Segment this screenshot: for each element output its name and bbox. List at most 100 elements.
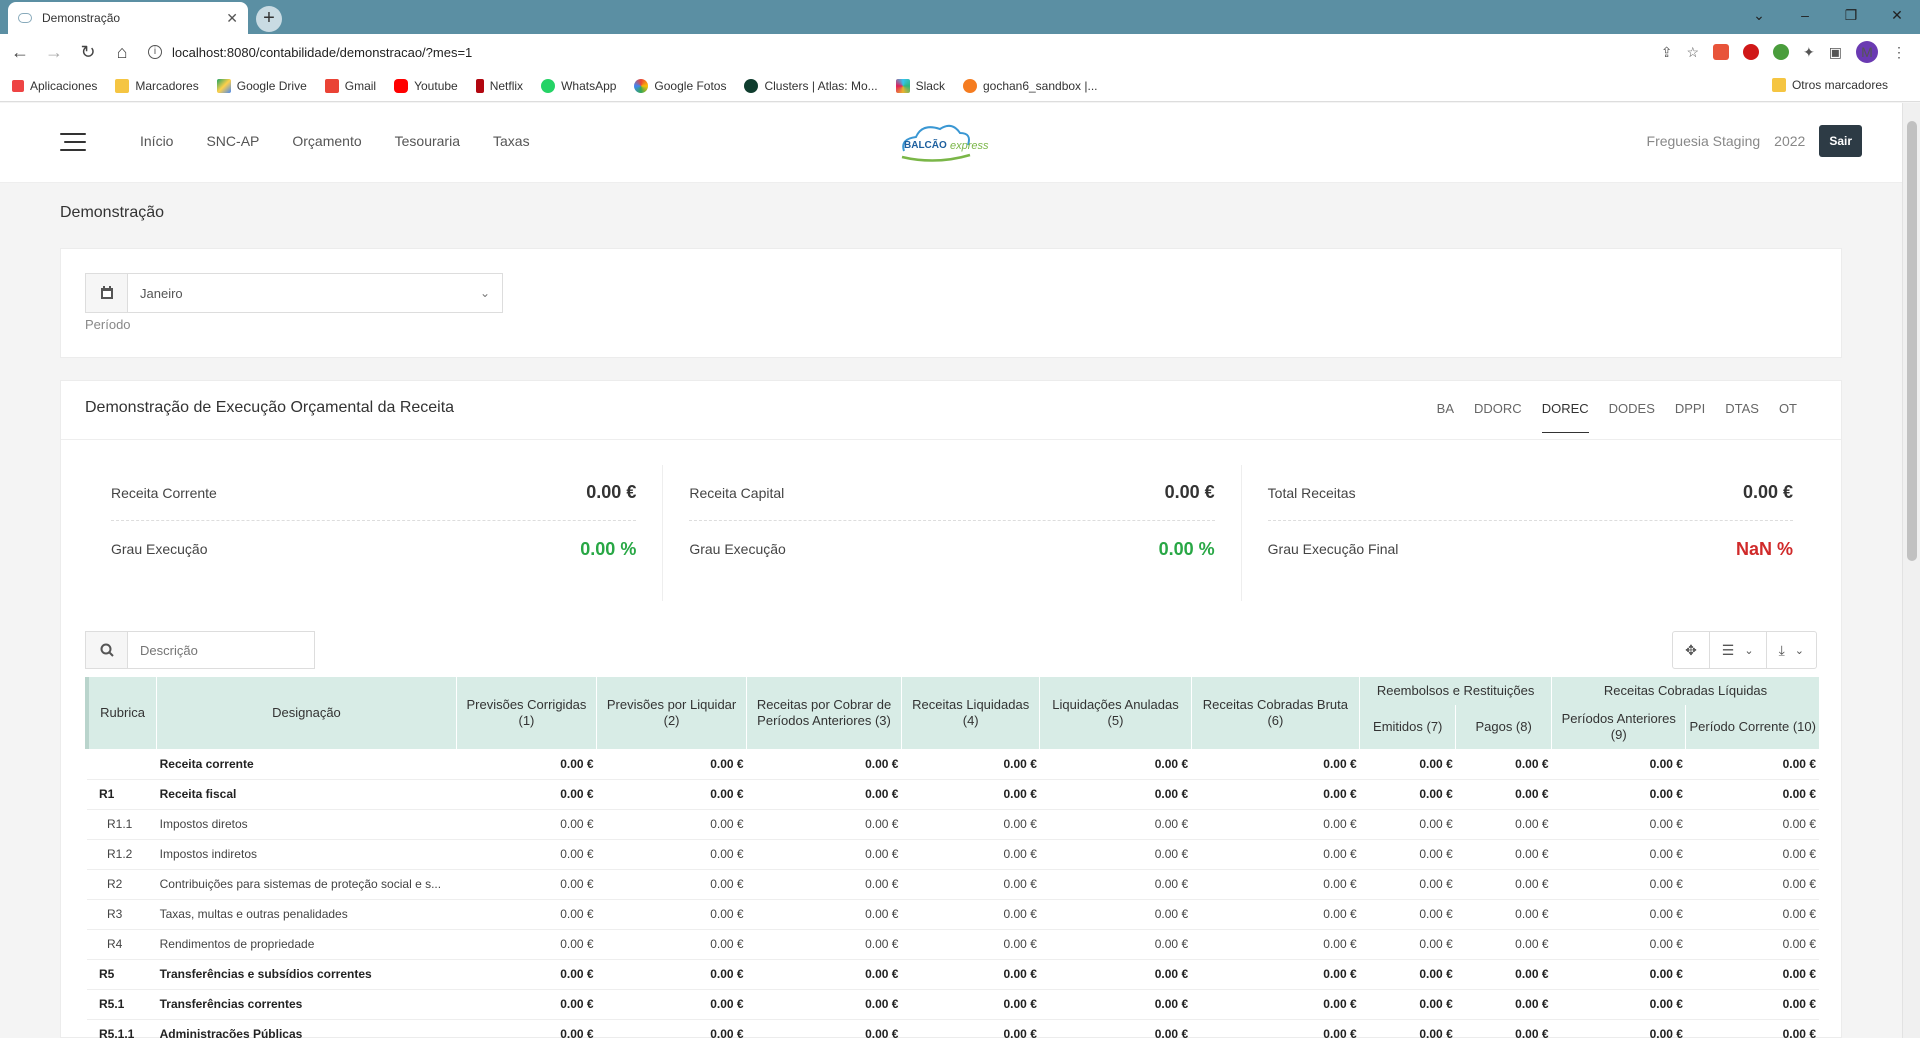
tab-ba[interactable]: BA — [1436, 401, 1455, 416]
minimize-button[interactable]: – — [1801, 7, 1809, 23]
tab-ot[interactable]: OT — [1778, 401, 1797, 416]
col-rubrica[interactable]: Rubrica — [85, 677, 157, 749]
address-bar[interactable]: i localhost:8080/contabilidade/demonstra… — [148, 45, 472, 60]
col-periodos-anteriores[interactable]: Períodos Anteriores (9) — [1551, 705, 1686, 749]
cell-rubrica: R5.1.1 — [87, 1019, 157, 1038]
cell-value: 0.00 € — [1191, 779, 1360, 810]
table-row[interactable]: R5 Transferências e subsídios correntes 0.… — [87, 959, 1819, 990]
page-scrollbar[interactable] — [1902, 103, 1920, 1038]
cell-value: 0.00 € — [1685, 839, 1819, 870]
stat-label: Grau Execução — [111, 541, 208, 557]
bookmark-sandbox[interactable]: gochan6_sandbox |... — [962, 78, 1098, 93]
tab-dodes[interactable]: DODES — [1608, 401, 1655, 416]
col-pagos[interactable]: Pagos (8) — [1455, 705, 1552, 749]
table-row[interactable]: R4 Rendimentos de propriedade 0.00 €0.00 €… — [87, 929, 1819, 960]
tab-search-icon[interactable]: ⌄ — [1753, 7, 1765, 23]
fiscal-year[interactable]: 2022 — [1774, 133, 1806, 149]
reload-icon[interactable]: ↻ — [80, 41, 96, 62]
col-previsoes-liquidar[interactable]: Previsões por Liquidar (2) — [596, 677, 747, 749]
tab-dtas[interactable]: DTAS — [1725, 401, 1759, 416]
forward-icon[interactable]: → — [45, 41, 63, 62]
bookmark-youtube[interactable]: Youtube — [394, 78, 458, 93]
extension-gear-icon[interactable] — [1773, 44, 1790, 60]
menu-orcamento[interactable]: Orçamento — [292, 133, 362, 149]
entity-name[interactable]: Freguesia Staging — [1646, 133, 1761, 149]
new-tab-button[interactable]: + — [256, 6, 282, 32]
side-panel-icon[interactable]: ▣ — [1828, 43, 1842, 60]
col-previsoes-corrigidas[interactable]: Previsões Corrigidas (1) — [455, 677, 597, 749]
table-row[interactable]: R1.2 Impostos indiretos 0.00 €0.00 €0.00 €… — [87, 839, 1819, 870]
close-window-button[interactable]: ✕ — [1891, 7, 1903, 23]
table-row[interactable]: R1 Receita fiscal 0.00 €0.00 €0.00 €0.00 €… — [87, 779, 1819, 810]
cell-value: 0.00 € — [746, 779, 902, 810]
scrollbar-thumb[interactable] — [1907, 121, 1917, 561]
report-table-wrapper[interactable]: Rubrica Designação Previsões Corrigidas … — [85, 677, 1819, 1038]
period-select[interactable]: Janeiro ⌄ — [85, 273, 503, 313]
menu-snc-ap[interactable]: SNC-AP — [206, 133, 260, 149]
drive-icon — [216, 78, 231, 93]
bookmark-google-fotos[interactable]: Google Fotos — [634, 78, 726, 93]
col-emitidos[interactable]: Emitidos (7) — [1359, 705, 1456, 749]
close-tab-icon[interactable]: ✕ — [226, 9, 238, 26]
table-row[interactable]: Receita corrente 0.00 €0.00 €0.00 €0.00 €… — [87, 749, 1819, 780]
hamburger-menu-icon[interactable] — [60, 133, 86, 157]
bookmark-star-icon[interactable]: ☆ — [1686, 43, 1700, 60]
bookmark-gmail[interactable]: Gmail — [324, 78, 376, 93]
cell-value: 0.00 € — [746, 929, 902, 960]
extension-percent-icon[interactable] — [1713, 44, 1730, 60]
table-row[interactable]: R1.1 Impostos diretos 0.00 €0.00 €0.00 €0.… — [87, 809, 1819, 840]
balcao-express-logo[interactable]: BALCÃO express — [896, 121, 1016, 167]
cell-value: 0.00 € — [901, 869, 1040, 900]
report-card: Demonstração de Execução Orçamental da R… — [60, 380, 1842, 1038]
logout-button[interactable]: Sair — [1819, 125, 1862, 157]
col-liquidacoes-anuladas[interactable]: Liquidações Anuladas (5) — [1039, 677, 1192, 749]
search-input[interactable] — [140, 642, 300, 658]
site-info-icon[interactable]: i — [148, 45, 162, 59]
bookmark-slack[interactable]: Slack — [895, 78, 945, 93]
col-periodo-corrente[interactable]: Período Corrente (10) — [1685, 705, 1819, 749]
bookmark-netflix[interactable]: Netflix — [475, 78, 523, 93]
stat-percent: 0.00 % — [580, 538, 637, 559]
back-icon[interactable]: ← — [11, 41, 29, 62]
youtube-icon — [394, 78, 409, 93]
profile-avatar[interactable]: M — [1856, 41, 1878, 63]
table-row[interactable]: R5.1 Transferências correntes 0.00 €0.00 €… — [87, 989, 1819, 1020]
browser-tab[interactable]: Demonstração ✕ — [8, 2, 248, 34]
columns-toggle-button[interactable]: ☰ ⌄ — [1710, 632, 1767, 668]
bookmark-atlas[interactable]: Clusters | Atlas: Mo... — [744, 78, 878, 93]
bookmark-apps[interactable]: Aplicaciones — [12, 79, 97, 93]
tab-dppi[interactable]: DPPI — [1674, 401, 1706, 416]
col-receitas-cobradas-bruta[interactable]: Receitas Cobradas Bruta (6) — [1190, 677, 1360, 749]
col-designacao[interactable]: Designação — [156, 677, 457, 749]
folder-icon — [115, 78, 130, 93]
col-receitas-por-cobrar[interactable]: Receitas por Cobrar de Períodos Anterior… — [746, 677, 902, 749]
browser-menu-icon[interactable]: ⋮ — [1892, 43, 1906, 60]
table-row[interactable]: R5.1.1 Administrações Públicas 0.00 €0.00 … — [87, 1019, 1819, 1038]
tab-ddorc[interactable]: DDORC — [1474, 401, 1522, 416]
apps-grid-icon — [12, 79, 24, 92]
bookmark-other[interactable]: Otros marcadores — [1771, 78, 1888, 92]
menu-inicio[interactable]: Início — [140, 133, 174, 149]
tab-dorec[interactable]: DOREC — [1541, 401, 1589, 433]
table-row[interactable]: R3 Taxas, multas e outras penalidades 0.00… — [87, 899, 1819, 930]
col-receitas-liquidadas[interactable]: Receitas Liquidadas (4) — [900, 677, 1040, 749]
cell-value: 0.00 € — [596, 749, 747, 780]
home-icon[interactable]: ⌂ — [116, 41, 128, 62]
menu-tesouraria[interactable]: Tesouraria — [394, 133, 460, 149]
move-icon[interactable]: ✥ — [1673, 632, 1710, 668]
cell-value: 0.00 € — [1685, 989, 1819, 1020]
extensions-puzzle-icon[interactable]: ✦ — [1803, 43, 1815, 60]
cell-value: 0.00 € — [746, 899, 902, 930]
cell-value: 0.00 € — [1359, 989, 1456, 1020]
bookmark-whatsapp[interactable]: WhatsApp — [541, 78, 616, 93]
cell-value: 0.00 € — [596, 929, 747, 960]
menu-taxas[interactable]: Taxas — [493, 133, 530, 149]
export-button[interactable]: ⤓ ⌄ — [1767, 632, 1816, 668]
bookmark-google-drive[interactable]: Google Drive — [216, 78, 307, 93]
bookmark-marcadores[interactable]: Marcadores — [115, 78, 199, 93]
extension-shield-icon[interactable] — [1743, 44, 1760, 60]
cell-value: 0.00 € — [1359, 809, 1456, 840]
share-icon[interactable]: ⇪ — [1660, 43, 1673, 60]
restore-button[interactable]: ❐ — [1844, 7, 1858, 23]
table-row[interactable]: R2 Contribuições para sistemas de proteçã… — [87, 869, 1819, 900]
